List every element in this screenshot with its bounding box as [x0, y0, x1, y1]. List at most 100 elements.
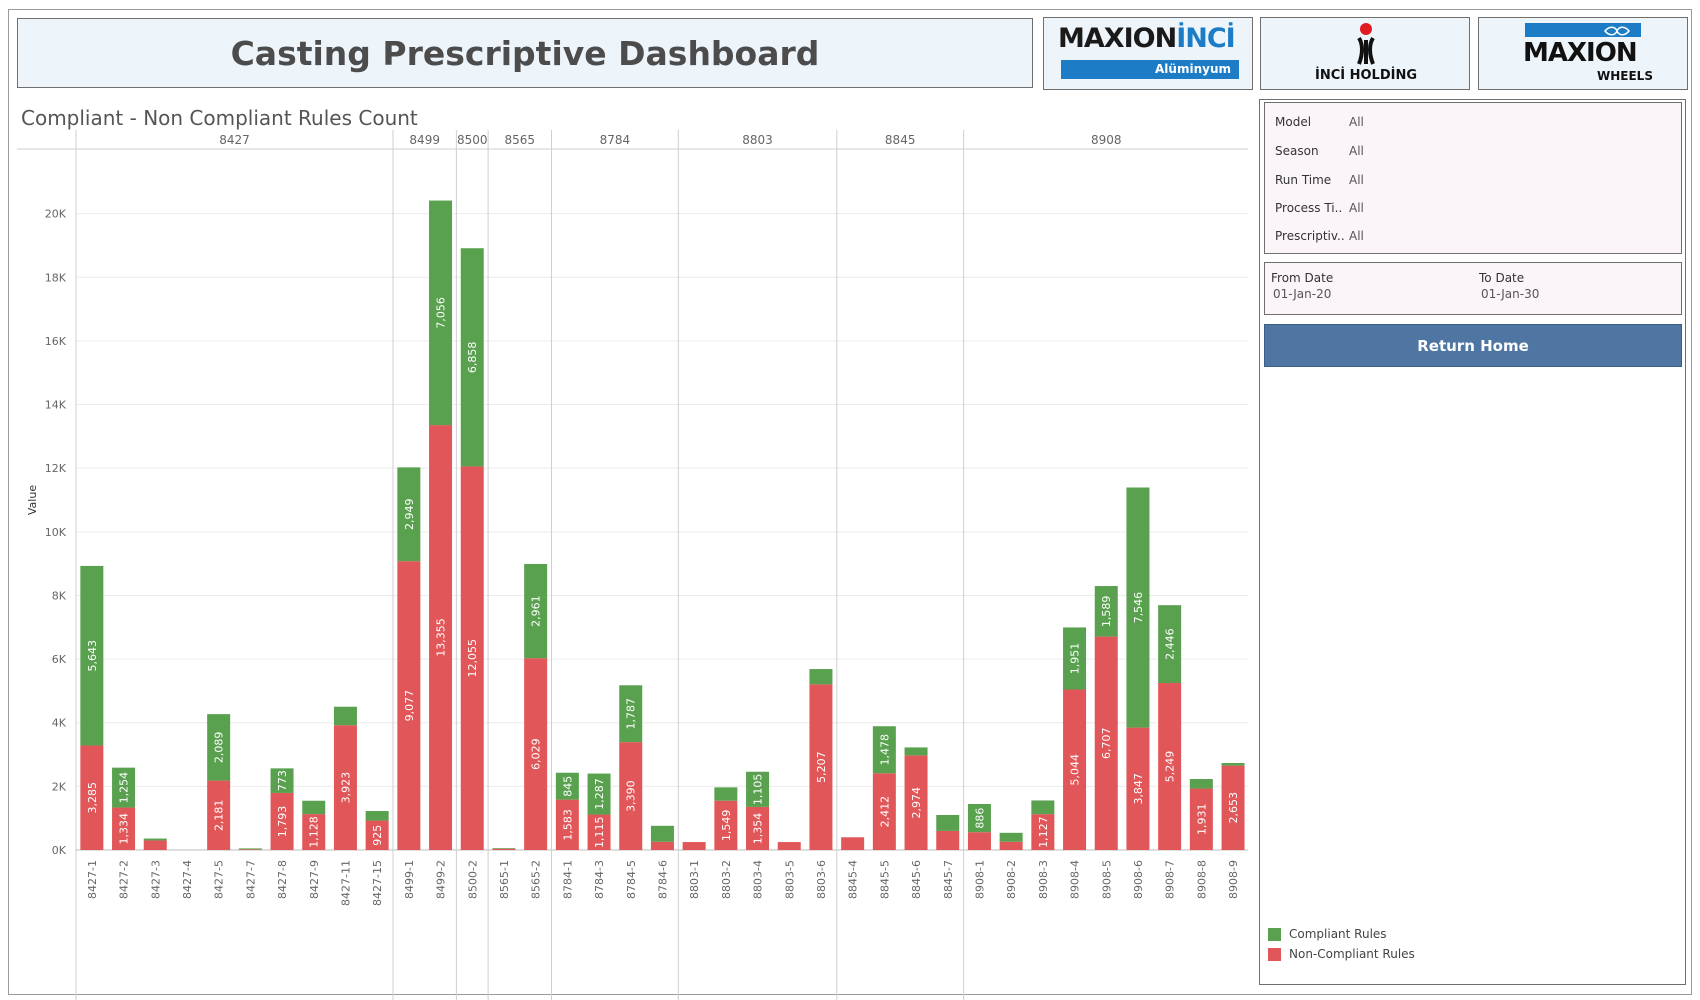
filter-season[interactable]: Season All	[1275, 144, 1364, 158]
legend-item-non-compliant[interactable]: Non-Compliant Rules	[1268, 944, 1415, 964]
data-label-non-compliant: 1,549	[720, 810, 733, 842]
bar-non-compliant	[397, 561, 421, 850]
return-home-button[interactable]: Return Home	[1264, 324, 1682, 367]
bar-compliant	[1031, 800, 1055, 815]
data-label-non-compliant: 1,115	[593, 817, 606, 849]
data-label-compliant: 2,949	[403, 499, 416, 531]
data-label-non-compliant: 2,412	[878, 796, 891, 828]
data-label-compliant: 1,254	[118, 772, 131, 804]
x-tick-label: 8845-6	[910, 860, 923, 899]
x-tick-label: 8565-1	[498, 860, 511, 899]
filter-value: All	[1349, 173, 1364, 187]
data-label-compliant: 7,056	[435, 297, 448, 329]
x-tick-label: 8784-3	[593, 860, 606, 899]
bar-compliant	[80, 565, 104, 746]
wheels-text: WHEELS	[1597, 69, 1653, 83]
bar-non-compliant	[207, 780, 231, 850]
data-label-compliant: 845	[561, 776, 574, 797]
filter-run-time[interactable]: Run Time All	[1275, 173, 1364, 187]
group-header-label: 8908	[1091, 133, 1122, 147]
data-label-non-compliant: 1,127	[1037, 816, 1050, 848]
bar-compliant	[999, 832, 1023, 842]
bar-non-compliant	[1189, 788, 1213, 850]
bar-non-compliant	[1063, 689, 1087, 850]
legend-item-compliant[interactable]: Compliant Rules	[1268, 924, 1415, 944]
bar-non-compliant	[650, 841, 674, 850]
data-label-non-compliant: 1,334	[118, 813, 131, 845]
x-tick-label: 8427-5	[213, 860, 226, 899]
group-header-label: 8845	[885, 133, 916, 147]
bar-compliant	[524, 563, 548, 659]
bar-non-compliant	[524, 658, 548, 850]
bar-non-compliant	[809, 684, 833, 850]
filter-model[interactable]: Model All	[1275, 115, 1364, 129]
x-tick-label: 8908-2	[1005, 860, 1018, 899]
bar-compliant	[555, 772, 579, 800]
data-label-non-compliant: 6,707	[1100, 728, 1113, 760]
bar-compliant	[1221, 763, 1245, 766]
bar-non-compliant	[238, 849, 262, 850]
bar-non-compliant	[492, 848, 516, 850]
bar-compliant	[112, 767, 136, 808]
bar-compliant	[1126, 487, 1150, 728]
bar-compliant	[429, 200, 453, 426]
y-tick-label: 16K	[45, 335, 67, 348]
filter-value: All	[1349, 144, 1364, 158]
filter-prescriptive[interactable]: Prescriptiv.. All	[1275, 229, 1364, 243]
bar-non-compliant	[429, 425, 453, 850]
bar-compliant	[619, 685, 643, 743]
group-header-label: 8500	[457, 133, 488, 147]
from-date-input[interactable]: 01-Jan-20	[1273, 287, 1332, 301]
bar-non-compliant	[333, 725, 357, 850]
bar-compliant	[302, 800, 326, 815]
x-tick-label: 8803-2	[720, 860, 733, 899]
legend-swatch	[1268, 927, 1281, 941]
data-label-non-compliant: 5,249	[1164, 751, 1177, 783]
x-tick-label: 8908-1	[973, 860, 986, 899]
x-tick-label: 8565-2	[530, 860, 543, 899]
bar-compliant	[397, 467, 421, 562]
y-tick-label: 8K	[52, 589, 67, 602]
group-header-label: 8565	[505, 133, 536, 147]
bar-non-compliant	[587, 814, 611, 850]
data-label-compliant: 7,546	[1132, 592, 1145, 624]
to-date-input[interactable]: 01-Jan-30	[1481, 287, 1540, 301]
dashboard-frame	[8, 9, 1692, 995]
bar-non-compliant	[714, 800, 738, 850]
to-date-label: To Date	[1479, 271, 1525, 285]
filter-label: Run Time	[1275, 173, 1332, 187]
data-label-non-compliant: 2,653	[1227, 792, 1240, 824]
bar-non-compliant	[1126, 727, 1150, 850]
y-tick-label: 2K	[52, 780, 67, 793]
group-header-label: 8427	[219, 133, 250, 147]
bar-compliant	[207, 714, 231, 781]
bar-non-compliant	[619, 742, 643, 850]
data-label-non-compliant: 1,931	[1195, 804, 1208, 836]
legend-swatch	[1268, 947, 1281, 961]
data-label-non-compliant: 3,923	[339, 772, 352, 804]
x-tick-label: 8427-15	[371, 860, 384, 906]
bar-compliant	[333, 706, 357, 726]
bar-compliant	[238, 848, 262, 850]
bar-non-compliant	[270, 792, 294, 850]
date-range-panel: From Date 01-Jan-20 To Date 01-Jan-30	[1264, 262, 1682, 315]
data-label-non-compliant: 6,029	[530, 738, 543, 770]
group-header-label: 8803	[742, 133, 773, 147]
x-tick-label: 8908-8	[1195, 860, 1208, 899]
title-banner: Casting Prescriptive Dashboard	[17, 18, 1033, 88]
bar-compliant	[492, 848, 516, 849]
filter-value: All	[1349, 229, 1364, 243]
data-label-compliant: 1,287	[593, 778, 606, 810]
data-label-non-compliant: 3,390	[625, 780, 638, 812]
inci-holding-mark-icon	[1357, 23, 1375, 65]
data-label-non-compliant: 1,583	[561, 809, 574, 841]
x-tick-label: 8784-1	[561, 860, 574, 899]
x-tick-label: 8499-2	[435, 860, 448, 899]
bar-compliant	[1063, 627, 1087, 690]
data-label-compliant: 6,858	[466, 342, 479, 374]
bar-compliant	[650, 825, 674, 842]
bar-non-compliant	[302, 814, 326, 850]
x-tick-label: 8784-5	[625, 860, 638, 899]
filter-process-time[interactable]: Process Ti.. All	[1275, 201, 1364, 215]
bar-non-compliant	[936, 830, 960, 850]
